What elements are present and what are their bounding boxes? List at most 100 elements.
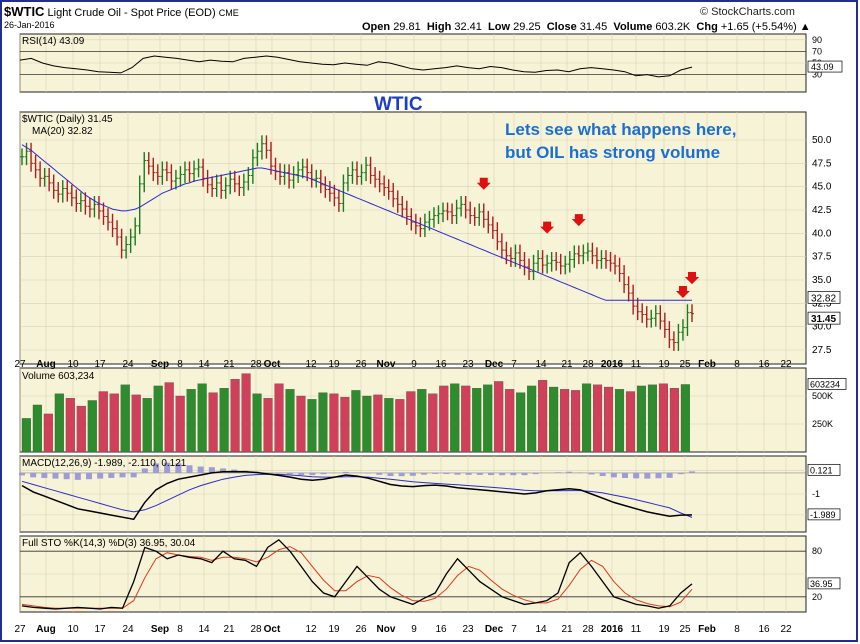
macd-hist bbox=[387, 472, 394, 477]
volume-bar bbox=[658, 383, 668, 453]
x-tick-top: Dec bbox=[485, 359, 504, 370]
volume-bar bbox=[175, 395, 185, 453]
rsi-tick: 70 bbox=[812, 46, 822, 56]
volume-bar bbox=[98, 391, 108, 453]
rsi-last-box bbox=[807, 60, 843, 73]
volume-bar bbox=[603, 386, 614, 453]
macd-hist bbox=[52, 472, 59, 479]
x-tick-bottom: 21 bbox=[223, 624, 235, 635]
header-title: $WTIC Light Crude Oil - Spot Price (EOD)… bbox=[4, 4, 239, 19]
macd-hist bbox=[320, 472, 327, 475]
x-tick-bottom: Dec bbox=[485, 624, 504, 635]
macd-hist bbox=[644, 472, 651, 479]
volume-bar bbox=[54, 393, 64, 453]
price-last-label: 32.82 bbox=[811, 293, 836, 304]
volume-bar bbox=[307, 399, 317, 453]
macd-hist bbox=[108, 472, 115, 478]
x-tick-top: 2016 bbox=[601, 359, 624, 370]
volume-bar bbox=[109, 393, 119, 453]
sto-tick: 80 bbox=[812, 546, 822, 556]
volume-bar bbox=[131, 394, 141, 453]
volume-bar bbox=[142, 398, 152, 453]
volume-bar bbox=[43, 413, 53, 453]
x-tick-top: 7 bbox=[511, 359, 517, 370]
macd-hist bbox=[443, 472, 450, 475]
panel-price bbox=[19, 111, 807, 365]
x-tick-top: 27 bbox=[14, 359, 26, 370]
macd-hist bbox=[309, 472, 316, 476]
macd-hist bbox=[74, 472, 81, 480]
x-tick-bottom: 11 bbox=[631, 624, 642, 635]
x-tick-top: 26 bbox=[355, 359, 367, 370]
volume-bar bbox=[516, 392, 526, 453]
macd-hist bbox=[666, 472, 673, 478]
x-tick-top: 19 bbox=[328, 359, 340, 370]
macd-hist bbox=[677, 472, 684, 475]
volume-bar bbox=[647, 384, 658, 453]
x-tick-bottom: 10 bbox=[67, 624, 79, 635]
macd-hist bbox=[465, 472, 472, 475]
volume-bar bbox=[625, 391, 636, 453]
x-tick-top: 14 bbox=[535, 359, 547, 370]
macd-hist bbox=[30, 472, 37, 478]
macd-hist bbox=[86, 472, 92, 480]
macd-hist bbox=[63, 472, 70, 480]
vol-last-label: 603234 bbox=[810, 379, 840, 389]
red-arrow bbox=[540, 221, 555, 234]
x-tick-top: 9 bbox=[411, 359, 417, 370]
volume-bar bbox=[21, 418, 31, 453]
price-tick: 40.0 bbox=[812, 228, 832, 239]
x-tick-bottom: 19 bbox=[328, 624, 340, 635]
volume-bar bbox=[560, 389, 570, 453]
macd-hist bbox=[119, 472, 126, 478]
x-tick-top: Aug bbox=[36, 359, 55, 370]
volume-bar bbox=[340, 396, 350, 453]
macd-hist bbox=[622, 472, 628, 478]
sto-last-label: 36.95 bbox=[810, 579, 833, 589]
macd-hist bbox=[298, 472, 305, 475]
macd-hist bbox=[365, 472, 372, 474]
price-last-label: 31.45 bbox=[811, 314, 836, 325]
price-tick: 32.5 bbox=[812, 298, 832, 309]
x-tick-bottom: 19 bbox=[658, 624, 670, 635]
sto-k-line bbox=[21, 538, 693, 610]
volume-bar bbox=[274, 383, 284, 453]
x-tick-top: 24 bbox=[122, 359, 134, 370]
x-tick-top: 11 bbox=[631, 359, 642, 370]
macd-hist bbox=[19, 472, 25, 476]
macd-hist bbox=[655, 472, 662, 479]
price-last-box bbox=[807, 290, 841, 304]
macd-hist bbox=[521, 472, 528, 476]
macd-line bbox=[21, 470, 693, 521]
x-tick-top: 8 bbox=[734, 359, 740, 370]
x-tick-bottom: 9 bbox=[411, 624, 417, 635]
volume-bar bbox=[285, 389, 295, 453]
volume-bar bbox=[252, 393, 262, 453]
red-arrow bbox=[685, 272, 699, 284]
volume-bar bbox=[494, 381, 504, 453]
x-tick-top: Nov bbox=[377, 359, 396, 370]
annotation-wtic: WTIC bbox=[374, 94, 423, 115]
macd-hist bbox=[164, 462, 171, 473]
volume-bar bbox=[592, 384, 603, 453]
x-tick-bottom: 22 bbox=[780, 624, 792, 635]
x-tick-top: 12 bbox=[305, 359, 317, 370]
x-tick-bottom: 16 bbox=[758, 624, 770, 635]
ma20-line bbox=[21, 144, 692, 301]
macd-hist bbox=[599, 472, 606, 477]
x-tick-top: 14 bbox=[198, 359, 210, 370]
price-tick: 30.0 bbox=[812, 322, 832, 333]
volume-bar bbox=[505, 389, 515, 453]
volume-bar bbox=[362, 395, 372, 453]
macd-hist bbox=[499, 472, 506, 476]
macd-hist bbox=[488, 472, 494, 476]
volume-bar bbox=[164, 382, 174, 453]
price-last-box bbox=[807, 311, 841, 325]
macd-hist bbox=[454, 472, 461, 475]
price-title: $WTIC (Daily) 31.45 bbox=[22, 114, 113, 125]
price-tick: 45.0 bbox=[812, 182, 832, 193]
macd-hist bbox=[532, 472, 539, 475]
volume-bar bbox=[395, 399, 405, 453]
sto-tick: 20 bbox=[812, 592, 822, 602]
